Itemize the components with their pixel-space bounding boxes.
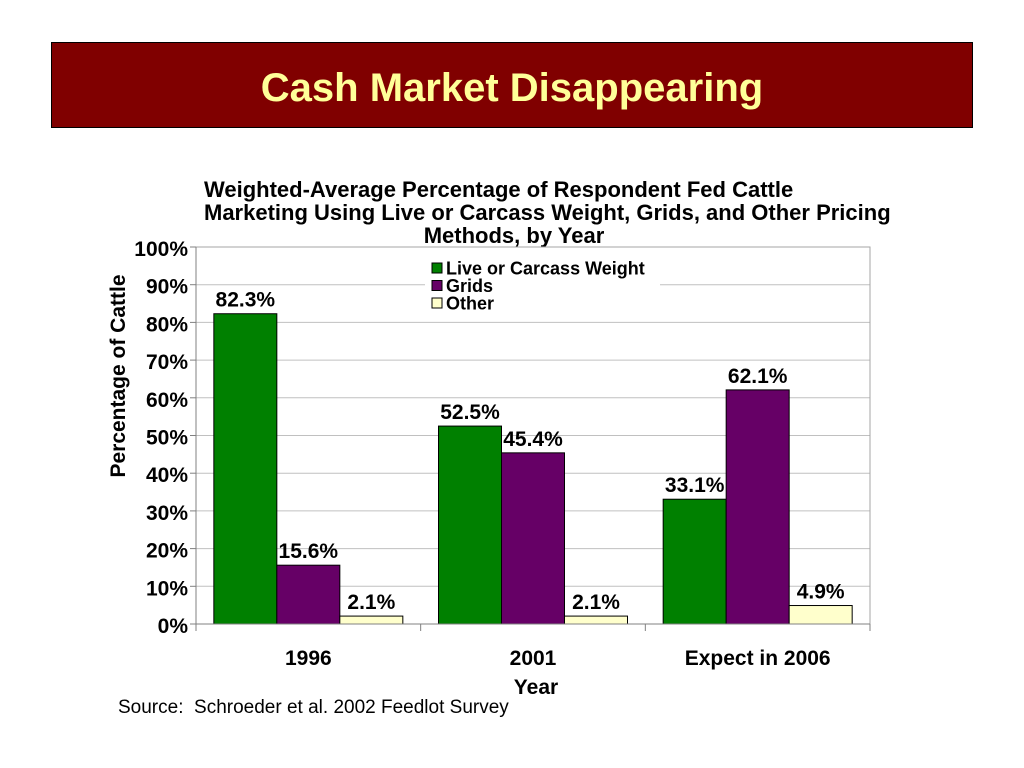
chart-title-line-1: Weighted-Average Percentage of Responden…	[204, 177, 793, 202]
legend-swatch-live-or-carcass-weight	[431, 262, 443, 274]
x-axis-title: Year	[514, 676, 558, 699]
title-banner: Cash Market Disappearing	[51, 42, 973, 128]
bar-other-1996	[339, 615, 404, 625]
x-tick-label: 1996	[285, 647, 332, 670]
y-tick-label: 80%	[146, 313, 188, 336]
y-axis: 0% 10% 20% 30% 40% 50% 60% 70% 80% 90% 100%	[134, 238, 197, 638]
legend-swatch-grids	[431, 280, 443, 291]
data-label-other-1996: 2.1%	[347, 591, 395, 614]
y-tick-label: 30%	[146, 502, 188, 525]
data-label-live-or-carcass-weight-2001: 52.5%	[440, 401, 500, 424]
bars	[213, 313, 853, 625]
x-axis: 1996 2001 Expect in 2006	[195, 623, 871, 670]
x-tick-label: 2001	[510, 647, 557, 670]
bar-live-or-carcass-weight-expect-in-2006	[662, 498, 727, 625]
bar-live-or-carcass-weight-1996	[213, 313, 278, 625]
bar-grids-2001	[501, 452, 565, 625]
bar-live-or-carcass-weight-2001	[438, 425, 502, 625]
chart-title-line-2: Marketing Using Live or Carcass Weight, …	[204, 200, 891, 225]
slide-title: Cash Market Disappearing	[260, 65, 764, 110]
y-axis-title: Percentage of Cattle	[107, 274, 130, 477]
y-tick-label: 90%	[146, 276, 188, 299]
y-tick-label: 10%	[146, 577, 188, 600]
chart-title-line-3: Methods, by Year	[424, 223, 605, 248]
y-tick-label: 100%	[134, 238, 188, 261]
bar-grids-expect-in-2006	[725, 389, 790, 625]
data-label-grids-1996: 15.6%	[279, 540, 339, 563]
legend-swatch-other	[431, 297, 443, 309]
legend-background	[425, 257, 660, 318]
y-tick-label: 60%	[146, 389, 188, 412]
source-note: Source: Schroeder et al. 2002 Feedlot Su…	[118, 697, 509, 718]
data-label-other-2001: 2.1%	[572, 591, 620, 614]
y-tick-label: 0%	[158, 615, 189, 638]
data-label-grids-2001: 45.4%	[503, 428, 563, 451]
legend-label-live-or-carcass-weight: Live or Carcass Weight	[446, 259, 645, 279]
x-tick-label: Expect in 2006	[685, 647, 831, 670]
data-labels: 82.3% 15.6% 2.1% 52.5%45.4% 2.1% 33.1% 62.1% 4.…	[216, 289, 845, 614]
data-label-other-expect-in-2006: 4.9%	[797, 581, 845, 604]
bar-grids-1996	[276, 564, 341, 625]
data-label-live-or-carcass-weight-expect-in-2006: 33.1%	[665, 474, 725, 497]
y-tick-label: 70%	[146, 351, 188, 374]
y-tick-label: 50%	[146, 427, 188, 450]
data-label-grids-expect-in-2006: 62.1%	[728, 365, 788, 388]
data-label-live-or-carcass-weight-1996: 82.3%	[216, 289, 276, 312]
legend-label-grids: Grids	[446, 276, 493, 296]
y-tick-label: 20%	[146, 540, 188, 563]
chart-title: Weighted-Average Percentage of Responden…	[204, 177, 891, 248]
bar-other-2001	[564, 615, 628, 625]
y-tick-label: 40%	[146, 464, 188, 487]
legend-label-other: Other	[446, 294, 494, 314]
bar-other-expect-in-2006	[788, 605, 853, 625]
